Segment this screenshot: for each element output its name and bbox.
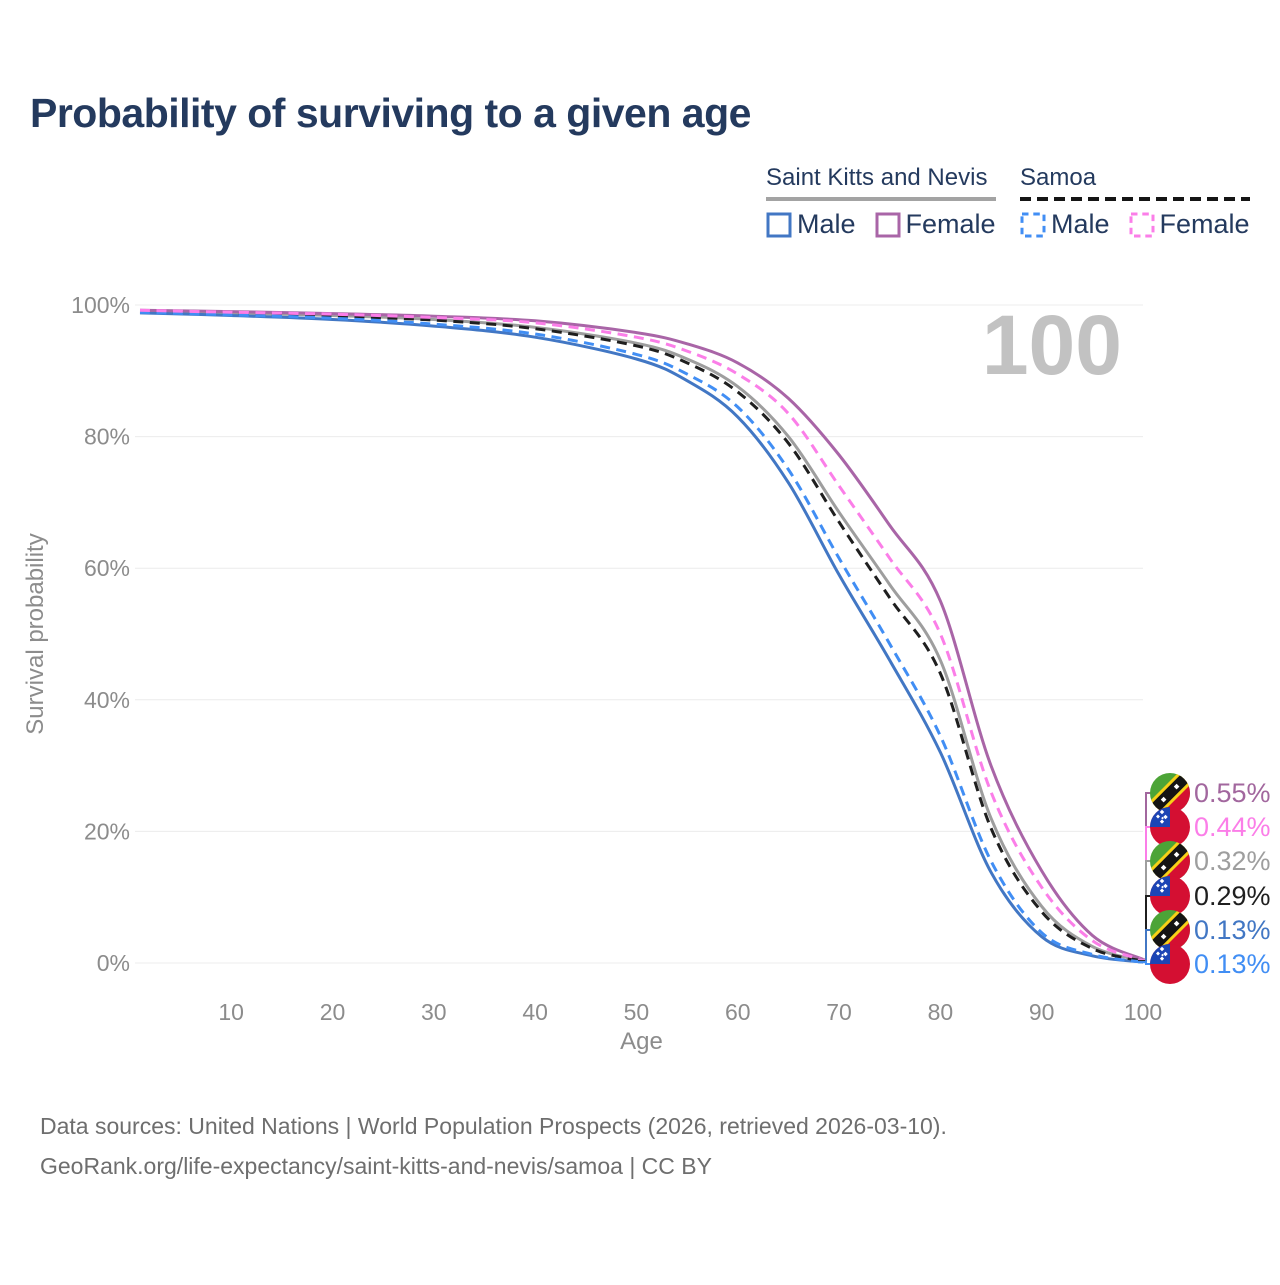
- data-source-footer: Data sources: United Nations | World Pop…: [40, 1106, 947, 1186]
- x-tick-label: 70: [826, 999, 852, 1025]
- legend-item-samoa-female[interactable]: Female: [1129, 209, 1250, 240]
- legend-solid-line-sample: [766, 197, 996, 201]
- legend-item-skn-male[interactable]: Male: [766, 209, 856, 240]
- legend-dashed-line-sample: [1020, 197, 1250, 201]
- legend-item-skn-female[interactable]: Female: [875, 209, 996, 240]
- data-source-line: Data sources: United Nations | World Pop…: [40, 1113, 947, 1139]
- end-label-value: 0.44%: [1194, 812, 1271, 842]
- samoa-flag-icon: [1150, 944, 1190, 984]
- x-axis-title: Age: [620, 1028, 663, 1055]
- age-watermark: 100: [982, 298, 1122, 392]
- x-tick-label: 100: [1124, 999, 1162, 1025]
- curve-skn-female[interactable]: [139, 308, 1144, 961]
- x-tick-label: 50: [624, 999, 650, 1025]
- page-title: Probability of surviving to a given age: [30, 90, 751, 136]
- end-label-connector: [1138, 826, 1151, 962]
- x-tick-label: 40: [522, 999, 548, 1025]
- end-label-value: 0.13%: [1194, 915, 1271, 945]
- curve-samoa-female[interactable]: [139, 308, 1144, 962]
- end-label-connector: [1138, 860, 1151, 962]
- end-label-value: 0.13%: [1194, 949, 1271, 979]
- legend-item-label: Male: [1051, 209, 1110, 239]
- legend-country-name: Samoa: [1020, 164, 1097, 191]
- end-label-connector: [1138, 961, 1151, 965]
- end-label-connector: [1138, 895, 1151, 963]
- legend-item-samoa-male[interactable]: Male: [1020, 209, 1110, 240]
- x-tick-label: 80: [928, 999, 954, 1025]
- legend-group-samoa: Samoa Male Female: [1020, 164, 1250, 240]
- legend-group-saint-kitts-and-nevis: Saint Kitts and Nevis Male Female: [766, 164, 996, 240]
- legend-item-label: Female: [1159, 209, 1250, 239]
- curve-skn-all[interactable]: [139, 309, 1144, 963]
- x-tick-label: 10: [218, 999, 244, 1025]
- curve-skn-male[interactable]: [139, 311, 1144, 964]
- attribution-line[interactable]: GeoRank.org/life-expectancy/saint-kitts-…: [40, 1153, 712, 1179]
- y-axis-title: Survival probability: [22, 533, 49, 734]
- y-tick-label: 60%: [84, 555, 130, 581]
- x-tick-label: 20: [320, 999, 346, 1025]
- curve-samoa-male[interactable]: [139, 310, 1144, 964]
- x-tick-label: 90: [1029, 999, 1055, 1025]
- y-tick-label: 80%: [84, 424, 130, 450]
- y-tick-label: 100%: [71, 292, 130, 318]
- legend-item-label: Female: [905, 209, 996, 239]
- x-tick-label: 30: [421, 999, 447, 1025]
- solid-swatch-icon: [875, 212, 901, 237]
- end-label-connector: [1138, 792, 1151, 961]
- solid-swatch-icon: [766, 212, 792, 237]
- x-tick-label: 60: [725, 999, 751, 1025]
- y-tick-label: 40%: [84, 687, 130, 713]
- y-tick-label: 0%: [97, 950, 130, 976]
- legend-item-label: Male: [797, 209, 856, 239]
- y-tick-label: 20%: [84, 818, 130, 844]
- legend-country-name: Saint Kitts and Nevis: [766, 164, 988, 191]
- end-label-value: 0.32%: [1194, 846, 1271, 876]
- end-label-value: 0.29%: [1194, 881, 1271, 911]
- end-label-value: 0.55%: [1194, 778, 1271, 808]
